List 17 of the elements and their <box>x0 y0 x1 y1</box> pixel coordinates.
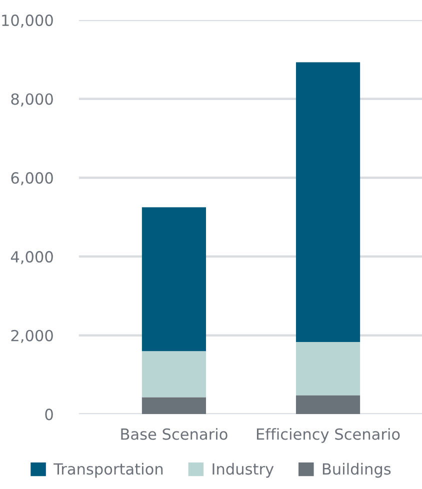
y-tick-label: 6,000 <box>11 172 53 186</box>
bar <box>142 351 206 398</box>
y-tick-label: 8,000 <box>11 93 53 106</box>
bar <box>296 342 360 396</box>
legend-label: Industry <box>212 462 274 478</box>
legend-label: Transportation <box>54 462 163 478</box>
legend-label: Buildings <box>322 462 391 478</box>
y-tick-label: 2,000 <box>11 330 53 343</box>
bar <box>296 62 360 342</box>
y-tick-label: 10,000 <box>2 14 53 28</box>
bar <box>142 397 206 414</box>
y-tick-label: 4,000 <box>10 250 53 264</box>
x-tick-label: Efficiency Scenario <box>256 428 400 443</box>
bar <box>142 207 206 352</box>
bar <box>296 395 360 414</box>
y-tick-label: 0 <box>45 408 53 420</box>
x-tick-label: Base Scenario <box>121 428 228 440</box>
